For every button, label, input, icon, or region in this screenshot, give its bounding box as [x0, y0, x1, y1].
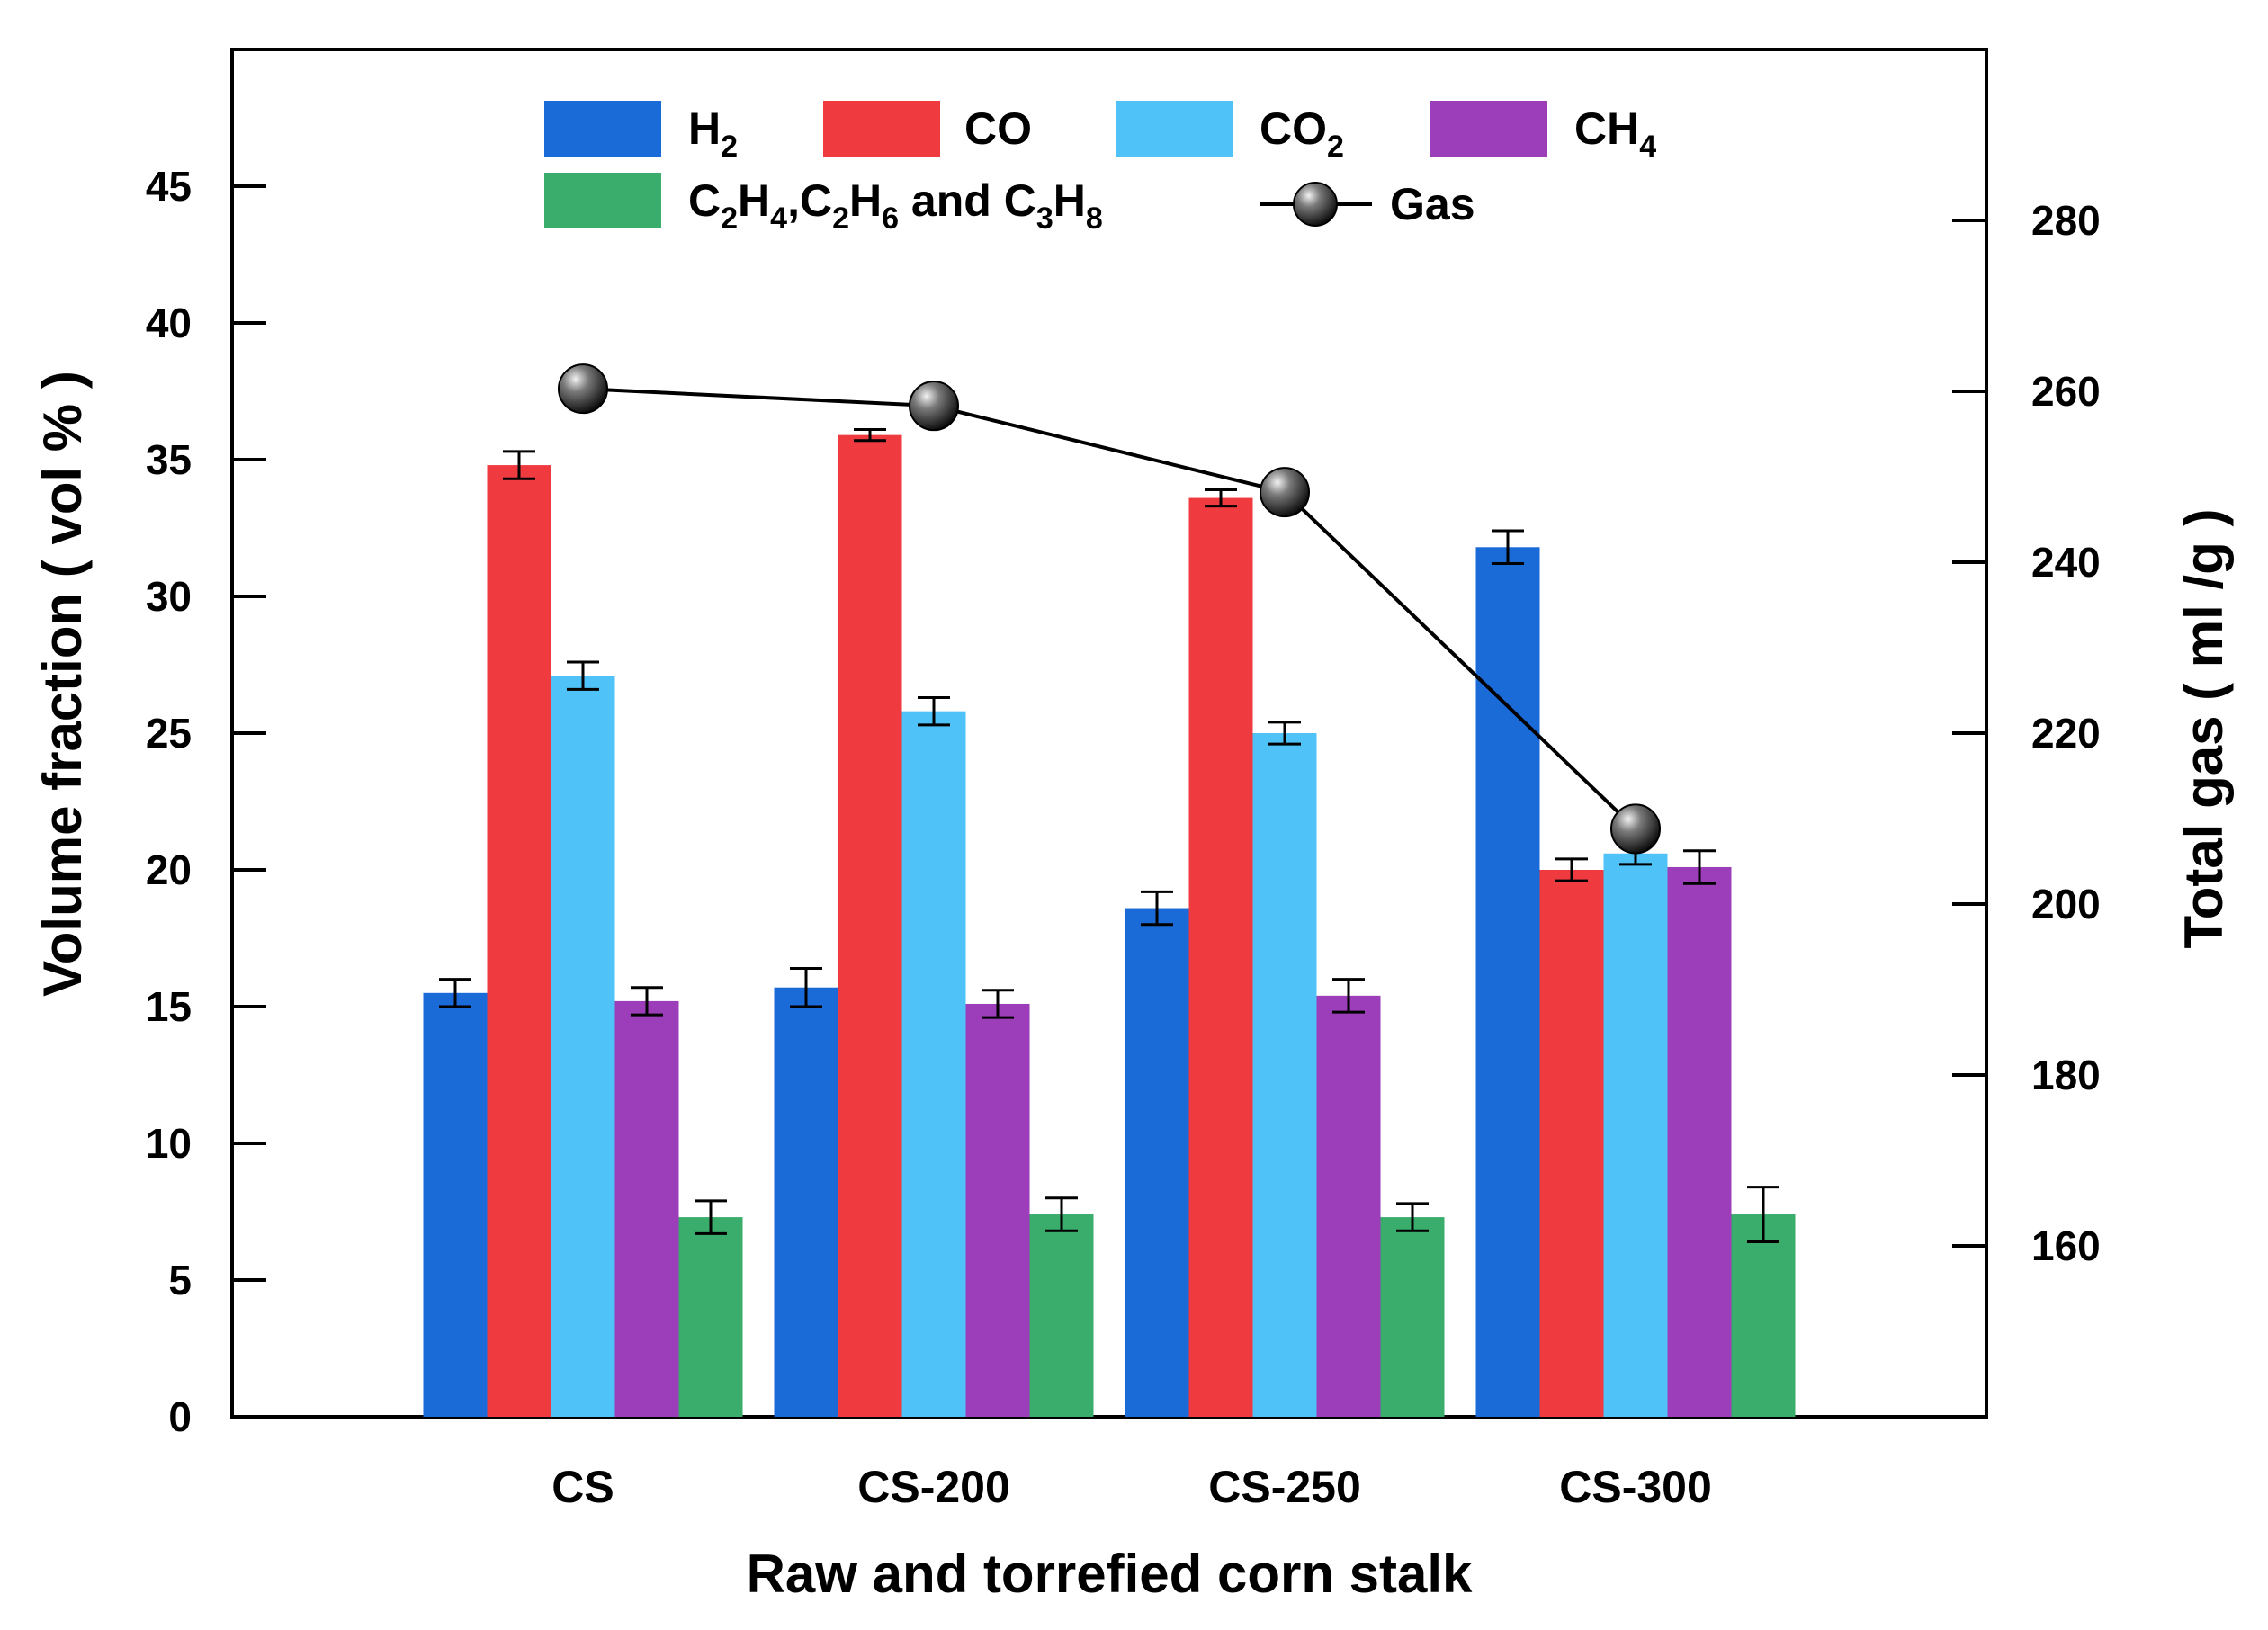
legend: H2 CO CO2 CH4 C2H4,C2H6 and C3H8 Gas — [544, 101, 1656, 236]
error-bar — [918, 695, 950, 727]
legend-swatch-hydrocarbons — [544, 173, 661, 228]
bar-ch4 — [614, 1000, 679, 1417]
error-bar — [439, 978, 471, 1008]
y-tick-label: 0 — [168, 1393, 192, 1440]
gas-point — [1610, 803, 1661, 855]
error-bar — [982, 989, 1014, 1019]
legend-label-ch4: CH4 — [1574, 103, 1656, 164]
bar-co — [487, 465, 551, 1417]
bar-co2 — [901, 711, 966, 1417]
bar-co2 — [551, 676, 615, 1417]
error-bar — [1141, 890, 1173, 927]
legend-swatch-co2 — [1116, 101, 1233, 157]
gas-point — [909, 381, 959, 432]
x-tick-label: CS-200 — [857, 1462, 1010, 1512]
bar-c2h4-c2h6-and-c3h8 — [1380, 1217, 1445, 1417]
bar-h2 — [1125, 908, 1189, 1417]
y-tick-label: 10 — [146, 1120, 192, 1167]
legend-label-gas: Gas — [1390, 179, 1475, 229]
y-tick-label: 45 — [146, 163, 192, 210]
bar-c2h4-c2h6-and-c3h8 — [678, 1217, 743, 1417]
y-tick-label: 25 — [146, 710, 192, 757]
bar-h2 — [423, 992, 488, 1417]
error-bar — [695, 1199, 727, 1235]
y-tick-label: 5 — [168, 1257, 192, 1303]
bar-co2 — [1252, 733, 1317, 1417]
legend-label-h2: H2 — [688, 103, 738, 164]
error-bar — [631, 986, 663, 1017]
legend-gas-marker — [1293, 182, 1338, 227]
y2-tick-label: 280 — [2031, 197, 2101, 244]
bar-c2h4-c2h6-and-c3h8 — [1029, 1214, 1094, 1417]
y2-tick-label: 180 — [2031, 1052, 2101, 1098]
error-bar — [854, 428, 886, 443]
error-bar — [1492, 529, 1524, 566]
left-axis: 0 5 10 15 20 25 30 35 40 45 — [146, 163, 266, 1440]
gas-point — [1260, 467, 1310, 518]
bar-co — [838, 434, 902, 1417]
x-tick-label: CS — [551, 1462, 614, 1512]
legend-label-co2: CO2 — [1260, 103, 1344, 164]
bar-co2 — [1603, 853, 1668, 1417]
error-bar — [1396, 1202, 1429, 1232]
x-tick-label: CS-250 — [1208, 1462, 1361, 1512]
legend-swatch-ch4 — [1430, 101, 1547, 157]
y2-tick-label: 240 — [2031, 539, 2101, 586]
error-bar — [1268, 721, 1301, 746]
error-bar — [1205, 488, 1237, 508]
bar-h2 — [774, 987, 838, 1417]
y2-axis-title: Total gas ( ml /g ) — [2174, 509, 2234, 949]
y2-tick-label: 160 — [2031, 1222, 2101, 1269]
legend-swatch-h2 — [544, 101, 661, 157]
x-tick-label: CS-300 — [1559, 1462, 1712, 1512]
bar-ch4 — [1667, 866, 1732, 1417]
bar-h2 — [1475, 547, 1540, 1417]
error-bar — [1747, 1186, 1779, 1243]
gas-line — [558, 363, 1661, 855]
y2-tick-label: 220 — [2031, 710, 2101, 757]
bar-co — [1188, 497, 1253, 1417]
legend-label-co: CO — [964, 103, 1032, 154]
y2-tick-label: 260 — [2031, 368, 2101, 415]
y2-tick-label: 200 — [2031, 881, 2101, 927]
legend-swatch-co — [823, 101, 940, 157]
y-tick-label: 20 — [146, 846, 192, 893]
gas-line-path — [582, 387, 1637, 830]
bar-ch4 — [1316, 995, 1381, 1417]
gas-point — [558, 363, 608, 415]
x-axis-title: Raw and torrefied corn stalk — [747, 1544, 1473, 1604]
y-tick-label: 30 — [146, 573, 192, 620]
error-bar — [1683, 849, 1716, 885]
error-bar — [790, 966, 822, 1008]
y-axis-title: Volume fraction ( vol % ) — [32, 371, 93, 997]
error-bars — [439, 428, 1779, 1243]
bar-c2h4-c2h6-and-c3h8 — [1731, 1214, 1796, 1417]
y-tick-label: 35 — [146, 436, 192, 483]
bars — [423, 434, 1796, 1417]
error-bar — [503, 450, 535, 480]
y-tick-label: 15 — [146, 983, 192, 1030]
y-tick-label: 40 — [146, 300, 192, 346]
bar-ch4 — [965, 1003, 1030, 1417]
legend-label-hydrocarbons: C2H4,C2H6 and C3H8 — [688, 175, 1103, 236]
error-bar — [1332, 978, 1365, 1014]
bar-co — [1539, 870, 1604, 1417]
error-bar — [1045, 1196, 1078, 1232]
error-bar — [1555, 857, 1588, 882]
error-bar — [567, 660, 599, 691]
right-axis: 160 180 200 220 240 260 280 — [1952, 197, 2101, 1269]
